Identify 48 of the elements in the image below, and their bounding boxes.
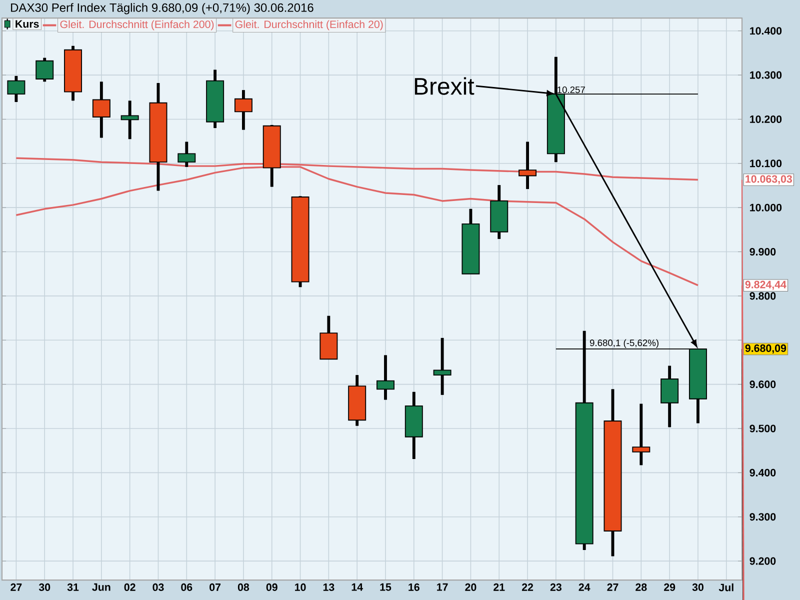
x-tick-label: Jun xyxy=(92,583,110,591)
x-tick-label: 20 xyxy=(465,583,476,591)
y-tick-label: 9.900 xyxy=(750,248,776,256)
x-tick-label: 17 xyxy=(437,583,448,591)
ref-line-label: 9.680,1 (-5,62%) xyxy=(590,339,658,348)
x-tick-label: 06 xyxy=(181,583,192,591)
x-tick-label: 15 xyxy=(380,583,392,591)
y-tick-label: 9.200 xyxy=(750,557,776,565)
y-tick-label: 10.000 xyxy=(750,204,782,212)
y-tick-label: 10.200 xyxy=(750,115,782,123)
x-tick-label: 10 xyxy=(295,583,306,591)
annotation: Brexit xyxy=(414,77,474,95)
y-tick-label: 9.500 xyxy=(750,424,776,432)
x-tick-label: 08 xyxy=(238,583,250,591)
x-tick-label: 14 xyxy=(352,583,363,591)
x-tick-label: 09 xyxy=(266,583,278,591)
y-tick-label: 9.300 xyxy=(750,513,776,521)
x-tick-label: 30 xyxy=(692,583,704,591)
y-tick-label: 9.400 xyxy=(750,468,776,476)
x-tick-label: 07 xyxy=(210,583,221,591)
y-tick-label: 10.400 xyxy=(750,27,782,35)
x-tick-label: 13 xyxy=(323,583,334,591)
text: 9.824,44 xyxy=(745,280,786,290)
x-tick-label: 03 xyxy=(152,583,164,591)
legend-label: Kurs xyxy=(16,20,39,28)
x-tick-label: 22 xyxy=(522,583,534,591)
x-tick-label: 28 xyxy=(636,583,647,591)
text: 9.680,09 xyxy=(745,344,786,354)
x-tick-label: 31 xyxy=(67,583,79,591)
y-tick-label: 10.300 xyxy=(750,71,782,79)
legend-label: Gleit. Durchschnitt (Einfach 20) xyxy=(235,20,383,30)
chart-title: DAX30 Perf Index Täglich 9.680,09 (+0,71%) 30.06.2016 xyxy=(11,3,314,14)
x-tick-label: 29 xyxy=(664,583,676,591)
x-tick-label: 27 xyxy=(607,583,618,591)
text: 10.063,03 xyxy=(746,175,792,184)
x-tick-label: 02 xyxy=(124,583,136,591)
y-tick-label: 10.100 xyxy=(750,160,782,168)
y-tick-label: 9.600 xyxy=(750,380,776,388)
y-tick-label: 9.800 xyxy=(750,292,776,300)
x-tick-label: 24 xyxy=(578,583,590,591)
x-tick-label: 27 xyxy=(10,583,22,591)
x-tick-label: 16 xyxy=(408,583,420,591)
x-tick-label: 30 xyxy=(38,583,50,591)
ref-line-label: 10.257 xyxy=(558,86,585,94)
x-tick-label: 23 xyxy=(550,583,562,591)
x-tick-label: Jul xyxy=(718,583,734,592)
x-tick-label: 21 xyxy=(494,583,505,591)
legend-label: Gleit. Durchschnitt (Einfach 200) xyxy=(60,20,214,30)
